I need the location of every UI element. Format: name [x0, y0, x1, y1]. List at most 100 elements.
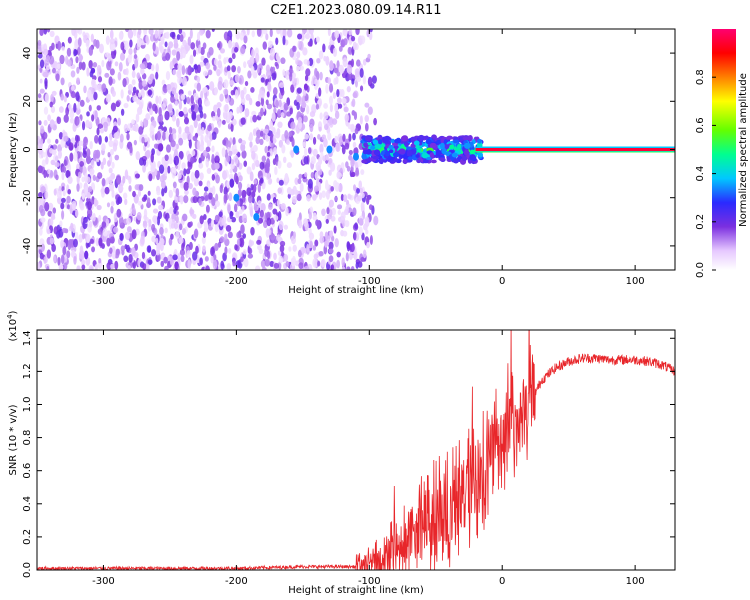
heatmap-cell [241, 205, 245, 212]
heatmap-cell [364, 216, 370, 226]
heatmap-cell [280, 203, 286, 210]
heatmap-cell [183, 195, 189, 204]
heatmap-cell [243, 35, 248, 44]
heatmap-cell [137, 92, 142, 98]
heatmap-cell [193, 103, 199, 114]
heatmap-cell [120, 108, 125, 116]
heatmap-cell [79, 54, 84, 61]
heatmap-cell [337, 97, 342, 104]
heatmap-cell [216, 42, 221, 48]
heatmap-cell [338, 135, 344, 146]
y-tick-label: 0.2 [22, 529, 33, 545]
heatmap-cell [202, 245, 206, 253]
heatmap-cell [147, 245, 152, 253]
heatmap-cell [362, 249, 367, 259]
heatmap-cell [402, 159, 407, 164]
heatmap-cell [276, 55, 281, 64]
heatmap-cell [247, 253, 254, 259]
heatmap-cell [330, 162, 336, 172]
heatmap-cell [202, 149, 208, 157]
heatmap-cell [164, 41, 168, 48]
heatmap-cell [110, 201, 115, 207]
heatmap-cell [97, 84, 102, 92]
heatmap-cell [314, 239, 319, 247]
heatmap-cell [274, 131, 281, 139]
heatmap-cell [352, 132, 356, 141]
heatmap-cell [69, 110, 75, 119]
heatmap-cell [97, 172, 103, 179]
heatmap-cell [84, 186, 88, 196]
heatmap-cell [237, 189, 242, 197]
heatmap-cell [285, 260, 290, 268]
heatmap-cell [113, 212, 118, 223]
heatmap-cell [220, 260, 225, 270]
heatmap-cell [324, 183, 330, 191]
heatmap-cell [60, 202, 65, 210]
heatmap-cell [55, 73, 60, 82]
heatmap-cell [66, 195, 71, 204]
heatmap-cell [210, 219, 215, 228]
heatmap-cell [43, 169, 47, 179]
heatmap-cell [354, 222, 358, 230]
heatmap-cell [135, 150, 141, 161]
heatmap-cell [109, 38, 115, 45]
heatmap-cell [252, 144, 258, 153]
heatmap-cell [358, 226, 363, 236]
heatmap-cell [400, 135, 408, 142]
heatmap-cell [304, 133, 310, 140]
heatmap-cell [152, 208, 159, 214]
heatmap-cell [53, 154, 59, 162]
heatmap-cell [324, 240, 330, 247]
heatmap-cell [272, 134, 276, 144]
heatmap-cell [266, 103, 273, 110]
heatmap-cell [214, 162, 220, 170]
heatmap-cell [184, 189, 189, 196]
heatmap-cell [212, 259, 218, 270]
heatmap-cell [354, 68, 360, 75]
heatmap-cell [168, 41, 174, 49]
heatmap-cell [462, 155, 468, 162]
heatmap-cell [156, 130, 162, 141]
heatmap-cell [340, 211, 346, 221]
heatmap-cell [222, 111, 228, 120]
heatmap-cell [250, 65, 255, 76]
heatmap-cell [271, 66, 276, 73]
heatmap-cell [150, 64, 155, 71]
heatmap-cell [358, 180, 363, 190]
heatmap-cell [269, 29, 273, 38]
heatmap-cell [312, 258, 318, 268]
heatmap-cell [329, 103, 333, 113]
heatmap-cell [132, 86, 137, 94]
heatmap-cell [313, 253, 319, 260]
heatmap-cell [38, 227, 43, 236]
heatmap-cell [129, 39, 133, 48]
heatmap-cell [82, 150, 88, 158]
heatmap-cell [231, 53, 236, 60]
heatmap-cell [167, 104, 173, 112]
heatmap-cell [193, 64, 198, 70]
heatmap-cell [107, 53, 112, 62]
heatmap-cell [251, 30, 256, 38]
heatmap-cell [136, 37, 142, 48]
heatmap-cell [44, 93, 50, 103]
heatmap-cell [323, 55, 327, 62]
heatmap-cell [179, 195, 184, 205]
heatmap-cell [338, 45, 343, 52]
heatmap-cell [77, 102, 81, 110]
heatmap-cell [126, 95, 130, 102]
heatmap-cell [365, 229, 369, 235]
heatmap-cell [98, 258, 102, 264]
heatmap-cell [285, 70, 290, 81]
heatmap-cell [200, 139, 205, 148]
heatmap-cell [352, 41, 357, 51]
heatmap-cell [256, 239, 262, 245]
heatmap-cell [439, 142, 445, 149]
y-tick-label: 40 [22, 47, 33, 60]
heatmap-cell [109, 29, 114, 40]
heatmap-cell [86, 148, 91, 158]
heatmap-cell [463, 149, 470, 156]
heatmap-cell [273, 146, 278, 156]
heatmap-cell [79, 250, 85, 260]
heatmap-cell [47, 168, 51, 175]
heatmap-cell [260, 259, 266, 269]
